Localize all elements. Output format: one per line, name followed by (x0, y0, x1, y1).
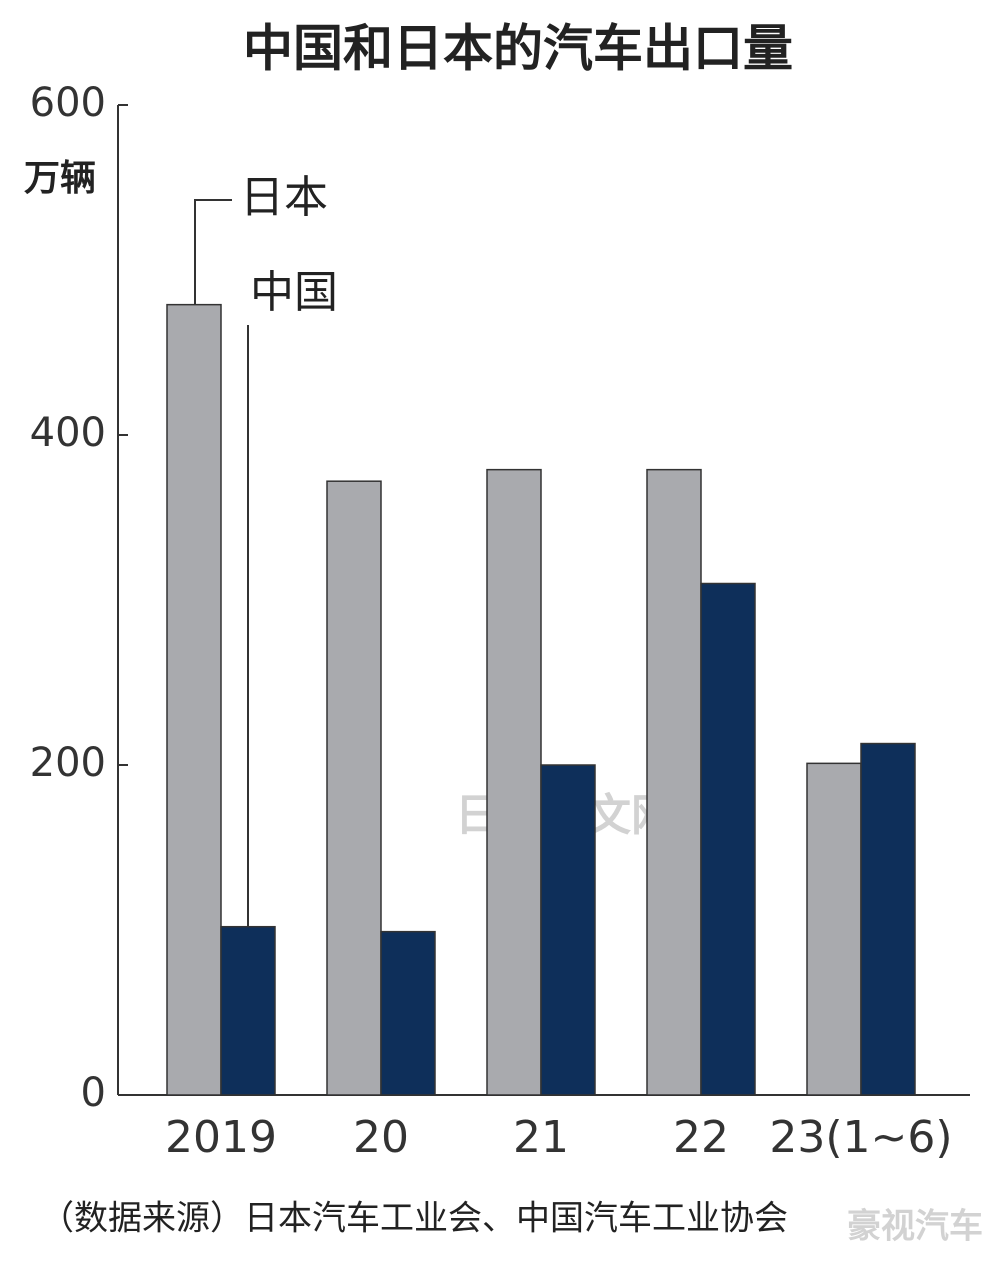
y-tick-label: 200 (30, 740, 106, 786)
legend-label: 中国 (250, 267, 338, 318)
y-axis-label: 万辆 (24, 158, 96, 199)
bar (806, 762, 862, 1096)
bar (700, 582, 756, 1096)
x-tick-label: 20 (353, 1112, 409, 1163)
bar (646, 468, 702, 1096)
x-tick-label: 21 (513, 1112, 569, 1163)
bar (860, 742, 916, 1096)
source-note: （数据来源）日本汽车工业会、中国汽车工业协会 (40, 1199, 788, 1239)
y-tick-label: 400 (30, 410, 106, 456)
bar (166, 303, 222, 1096)
chart-title: 中国和日本的汽车出口量 (243, 20, 793, 78)
bar (326, 480, 382, 1096)
bar (380, 930, 436, 1096)
x-tick-label: 22 (673, 1112, 729, 1163)
legend-leader (194, 199, 232, 305)
y-tick-label: 600 (30, 80, 106, 126)
y-tick-label: 0 (81, 1070, 106, 1116)
bar (486, 468, 542, 1096)
legend-label: 日本 (240, 172, 328, 223)
bar (220, 925, 276, 1096)
bar (540, 764, 596, 1096)
watermark: 豪视汽车 (847, 1207, 983, 1247)
x-tick-label: 2019 (165, 1112, 277, 1163)
x-tick-label: 23(1~6) (769, 1112, 952, 1163)
